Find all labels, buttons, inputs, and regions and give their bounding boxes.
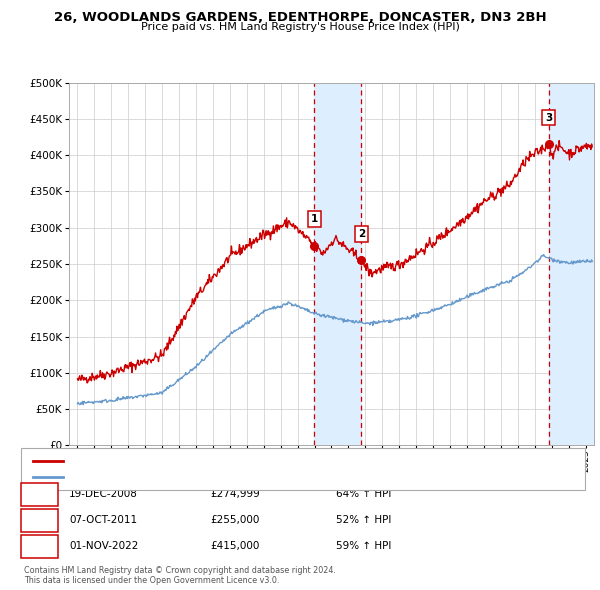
Text: 3: 3: [36, 542, 43, 551]
Text: 2: 2: [358, 229, 365, 238]
Text: 59% ↑ HPI: 59% ↑ HPI: [336, 542, 391, 551]
Text: 01-NOV-2022: 01-NOV-2022: [69, 542, 139, 551]
Text: 1: 1: [310, 214, 317, 224]
Text: 26, WOODLANDS GARDENS, EDENTHORPE, DONCASTER, DN3 2BH (detached house): 26, WOODLANDS GARDENS, EDENTHORPE, DONCA…: [69, 457, 471, 466]
Bar: [549, 83, 594, 445]
Text: £274,999: £274,999: [210, 490, 260, 499]
Text: 64% ↑ HPI: 64% ↑ HPI: [336, 490, 391, 499]
Text: Price paid vs. HM Land Registry's House Price Index (HPI): Price paid vs. HM Land Registry's House …: [140, 22, 460, 32]
Bar: [314, 83, 361, 445]
Text: 3: 3: [545, 113, 553, 123]
Text: 2: 2: [36, 516, 43, 525]
Text: 52% ↑ HPI: 52% ↑ HPI: [336, 516, 391, 525]
Text: Contains HM Land Registry data © Crown copyright and database right 2024.
This d: Contains HM Land Registry data © Crown c…: [24, 566, 336, 585]
Text: HPI: Average price, detached house, Doncaster: HPI: Average price, detached house, Donc…: [69, 473, 294, 481]
Text: £255,000: £255,000: [210, 516, 259, 525]
Text: £415,000: £415,000: [210, 542, 259, 551]
Text: 1: 1: [36, 490, 43, 499]
Text: 19-DEC-2008: 19-DEC-2008: [69, 490, 138, 499]
Text: 26, WOODLANDS GARDENS, EDENTHORPE, DONCASTER, DN3 2BH: 26, WOODLANDS GARDENS, EDENTHORPE, DONCA…: [53, 11, 547, 24]
Text: 07-OCT-2011: 07-OCT-2011: [69, 516, 137, 525]
